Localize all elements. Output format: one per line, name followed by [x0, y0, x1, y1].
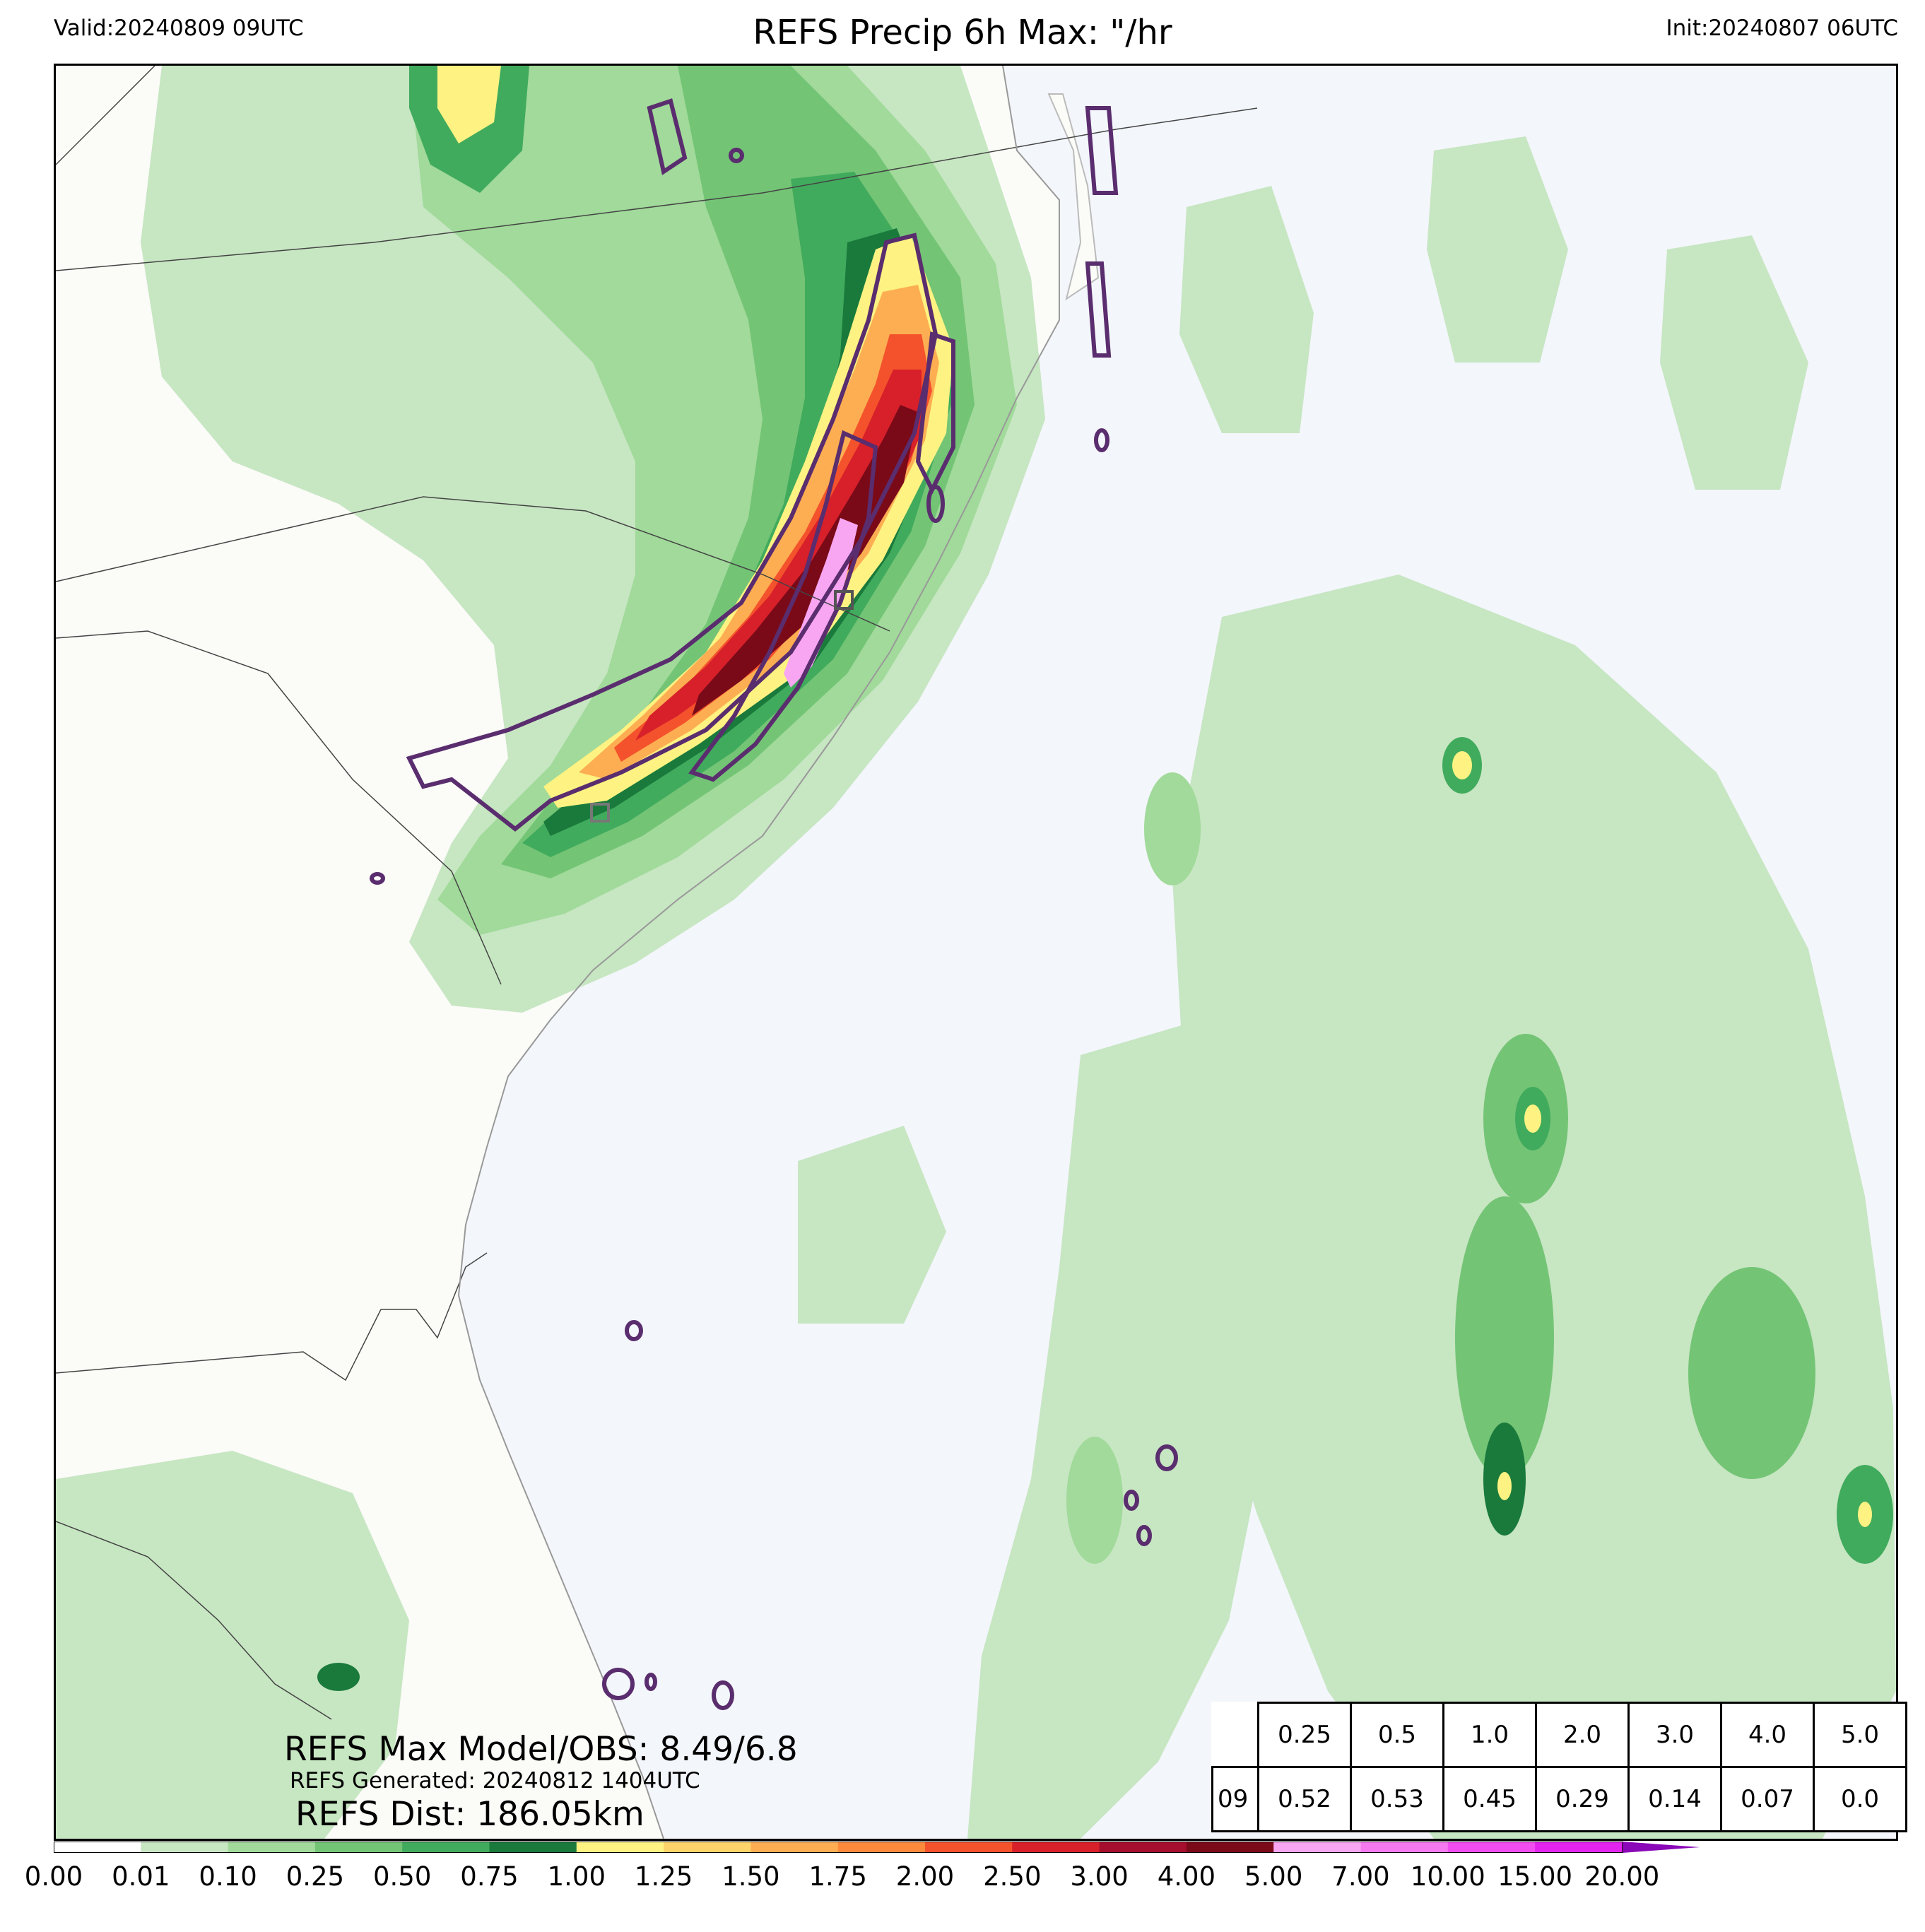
colorbar-tick-label: 3.00 — [1070, 1861, 1129, 1892]
station-marker — [590, 803, 610, 823]
colorbar-swatch — [1273, 1842, 1362, 1853]
probability-row: 09 0.52 0.53 0.45 0.29 0.14 0.07 0.0 — [1211, 1766, 1907, 1832]
colorbar-tick-label: 1.00 — [547, 1861, 606, 1892]
precip-band-150 — [579, 285, 939, 779]
colorbar-border — [54, 1842, 1623, 1853]
colorbar-swatch — [1360, 1842, 1449, 1853]
colorbar-swatch — [489, 1842, 577, 1853]
colorbar-tick-label: 1.25 — [634, 1861, 693, 1892]
colorbar-swatch — [54, 1842, 141, 1853]
probability-table: 0.25 0.5 1.0 2.0 3.0 4.0 5.0 09 0.52 0.5… — [1211, 1702, 1907, 1832]
colorbar-extend-arrow — [1622, 1842, 1700, 1853]
precip-north-core — [437, 66, 501, 143]
precip-band-300 — [692, 405, 918, 716]
threshold-cell: 5.0 — [1813, 1702, 1907, 1768]
colorbar-swatch — [837, 1842, 926, 1853]
threshold-cell: 2.0 — [1535, 1702, 1630, 1768]
colorbar-tick-label: 7.00 — [1331, 1861, 1390, 1892]
colorbar-tick-label: 4.00 — [1157, 1861, 1216, 1892]
colorbar-tick-label: 2.00 — [895, 1861, 955, 1892]
station-marker — [834, 590, 854, 610]
probability-cell: 0.07 — [1720, 1766, 1815, 1832]
colorbar-tick-label: 0.10 — [199, 1861, 257, 1892]
colorbar-tick-label: 0.01 — [112, 1861, 170, 1892]
colorbar — [54, 1842, 1700, 1853]
probability-cell: 0.14 — [1627, 1766, 1722, 1832]
precip-ocean-cells — [317, 737, 1893, 1691]
colorbar-swatch — [664, 1842, 751, 1853]
colorbar-swatch — [402, 1842, 490, 1853]
barrier-island — [1047, 93, 1100, 301]
colorbar-tick-label: 0.50 — [372, 1861, 432, 1892]
coastline — [457, 66, 1060, 1839]
colorbar-tick-label: 0.25 — [285, 1861, 345, 1892]
colorbar-tick-label: 10.00 — [1410, 1861, 1485, 1892]
threshold-cell: 3.0 — [1627, 1702, 1722, 1768]
max-model-obs-label: REFS Max Model/OBS: 8.49/6.8 — [284, 1730, 798, 1769]
colorbar-tick-label: 0.00 — [24, 1861, 83, 1892]
colorbar-swatch — [576, 1842, 664, 1853]
threshold-cell: 4.0 — [1720, 1702, 1815, 1768]
probability-cell: 0.52 — [1257, 1766, 1352, 1832]
probability-cell: 0.53 — [1350, 1766, 1444, 1832]
threshold-cell: 1.0 — [1442, 1702, 1537, 1768]
colorbar-tick-label: 15.00 — [1497, 1861, 1573, 1892]
precip-map — [54, 64, 1898, 1841]
colorbar-swatch — [1012, 1842, 1100, 1853]
threshold-cell: 0.5 — [1350, 1702, 1444, 1768]
corner-cell — [1213, 1703, 1259, 1767]
colorbar-tick-label: 0.75 — [460, 1861, 519, 1892]
probability-contours — [370, 98, 1178, 1710]
precip-band-250 — [635, 370, 922, 741]
threshold-row: 0.25 0.5 1.0 2.0 3.0 4.0 5.0 — [1213, 1702, 1907, 1768]
probability-cell: 0.45 — [1442, 1766, 1537, 1832]
colorbar-swatch — [925, 1842, 1013, 1853]
hour-cell: 09 — [1211, 1766, 1259, 1832]
colorbar-swatch — [141, 1842, 229, 1853]
probability-cell: 0.29 — [1535, 1766, 1630, 1832]
precip-band-200 — [614, 334, 932, 762]
colorbar-swatch — [314, 1842, 403, 1853]
colorbar-tick-label: 2.50 — [983, 1861, 1042, 1892]
map-title: REFS Precip 6h Max: "/hr — [753, 13, 1172, 52]
map-canvas — [56, 66, 1896, 1839]
probability-cell: 0.0 — [1813, 1766, 1907, 1832]
colorbar-swatch — [228, 1842, 316, 1853]
colorbar-swatch — [1447, 1842, 1536, 1853]
valid-time-label: Valid:20240809 09UTC — [54, 16, 304, 41]
distance-label: REFS Dist: 186.05km — [295, 1795, 644, 1834]
generated-time-label: REFS Generated: 20240812 1404UTC — [290, 1768, 700, 1793]
threshold-cell: 0.25 — [1257, 1702, 1352, 1768]
colorbar-tick-label: 20.00 — [1584, 1861, 1660, 1892]
init-time-label: Init:20240807 06UTC — [1666, 16, 1898, 41]
precip-light-ocean — [56, 136, 1896, 1839]
colorbar-swatch — [750, 1842, 839, 1853]
colorbar-tick-label: 1.50 — [722, 1861, 780, 1892]
colorbar-swatch — [1535, 1842, 1623, 1853]
colorbar-tick-label: 5.00 — [1244, 1861, 1303, 1892]
colorbar-swatch — [1099, 1842, 1187, 1853]
colorbar-tick-label: 1.75 — [808, 1861, 867, 1892]
colorbar-swatch — [1186, 1842, 1274, 1853]
